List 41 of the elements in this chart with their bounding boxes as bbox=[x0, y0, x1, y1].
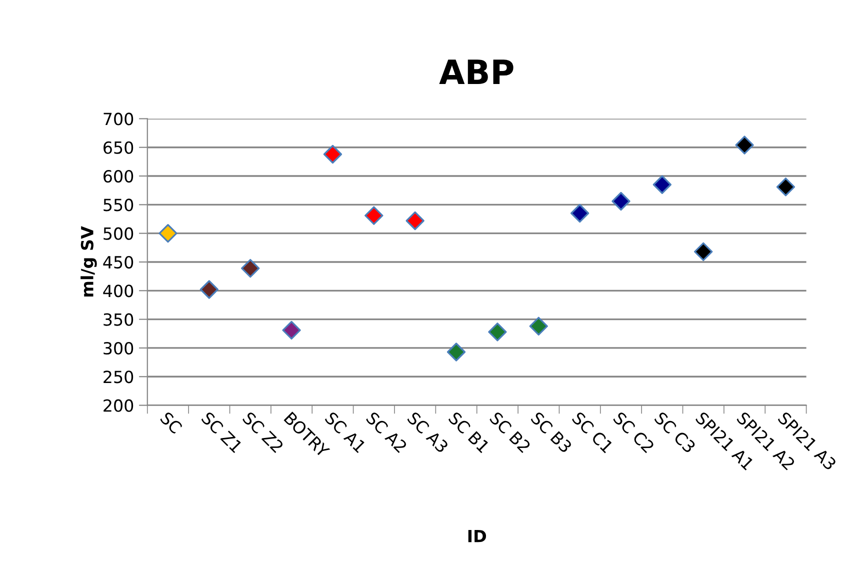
point bbox=[158, 224, 178, 243]
x-axis-title: ID bbox=[468, 530, 486, 542]
chart-title: ABP bbox=[439, 60, 514, 84]
point bbox=[406, 211, 424, 230]
y-tick-label: 400 bbox=[103, 284, 134, 298]
point bbox=[200, 280, 219, 299]
y-axis-title: ml/g SV bbox=[80, 226, 97, 297]
point bbox=[282, 320, 301, 340]
x-tick-label: SC C1 bbox=[571, 411, 614, 454]
y-tick-label: 450 bbox=[103, 256, 134, 269]
point bbox=[364, 206, 384, 225]
y-tick-label: 350 bbox=[104, 313, 134, 326]
point bbox=[323, 144, 342, 164]
y-tick-label: 200 bbox=[104, 399, 134, 412]
point bbox=[612, 192, 630, 211]
x-tick-label: SC C3 bbox=[654, 411, 696, 454]
x-tick-label: SC B1 bbox=[448, 411, 490, 454]
point bbox=[570, 204, 590, 223]
x-tick-label: SC B2 bbox=[489, 411, 532, 454]
x-tick-label: SC C2 bbox=[612, 411, 655, 454]
x-tick-label: SC A3 bbox=[406, 411, 449, 454]
x-tick-label: SC Z1 bbox=[200, 411, 243, 454]
point bbox=[694, 242, 713, 262]
point bbox=[241, 258, 260, 278]
x-tick-label: SC bbox=[160, 411, 183, 434]
point bbox=[735, 136, 754, 154]
x-tick-label: SC A2 bbox=[366, 411, 408, 454]
y-tick-label: 650 bbox=[104, 141, 134, 154]
y-tick-label: 250 bbox=[104, 370, 134, 384]
point bbox=[488, 322, 507, 342]
y-tick-label: 600 bbox=[104, 170, 134, 183]
point bbox=[529, 316, 548, 336]
y-tick-label: 550 bbox=[104, 198, 134, 212]
y-tick-label: 700 bbox=[104, 112, 134, 126]
x-tick-label: SC B3 bbox=[530, 411, 573, 454]
y-tick-label: 300 bbox=[104, 342, 134, 355]
y-tick-label: 500 bbox=[104, 227, 134, 240]
point bbox=[652, 175, 672, 194]
point bbox=[446, 342, 466, 362]
point bbox=[776, 178, 796, 196]
x-tick-label: SC Z2 bbox=[242, 411, 284, 454]
